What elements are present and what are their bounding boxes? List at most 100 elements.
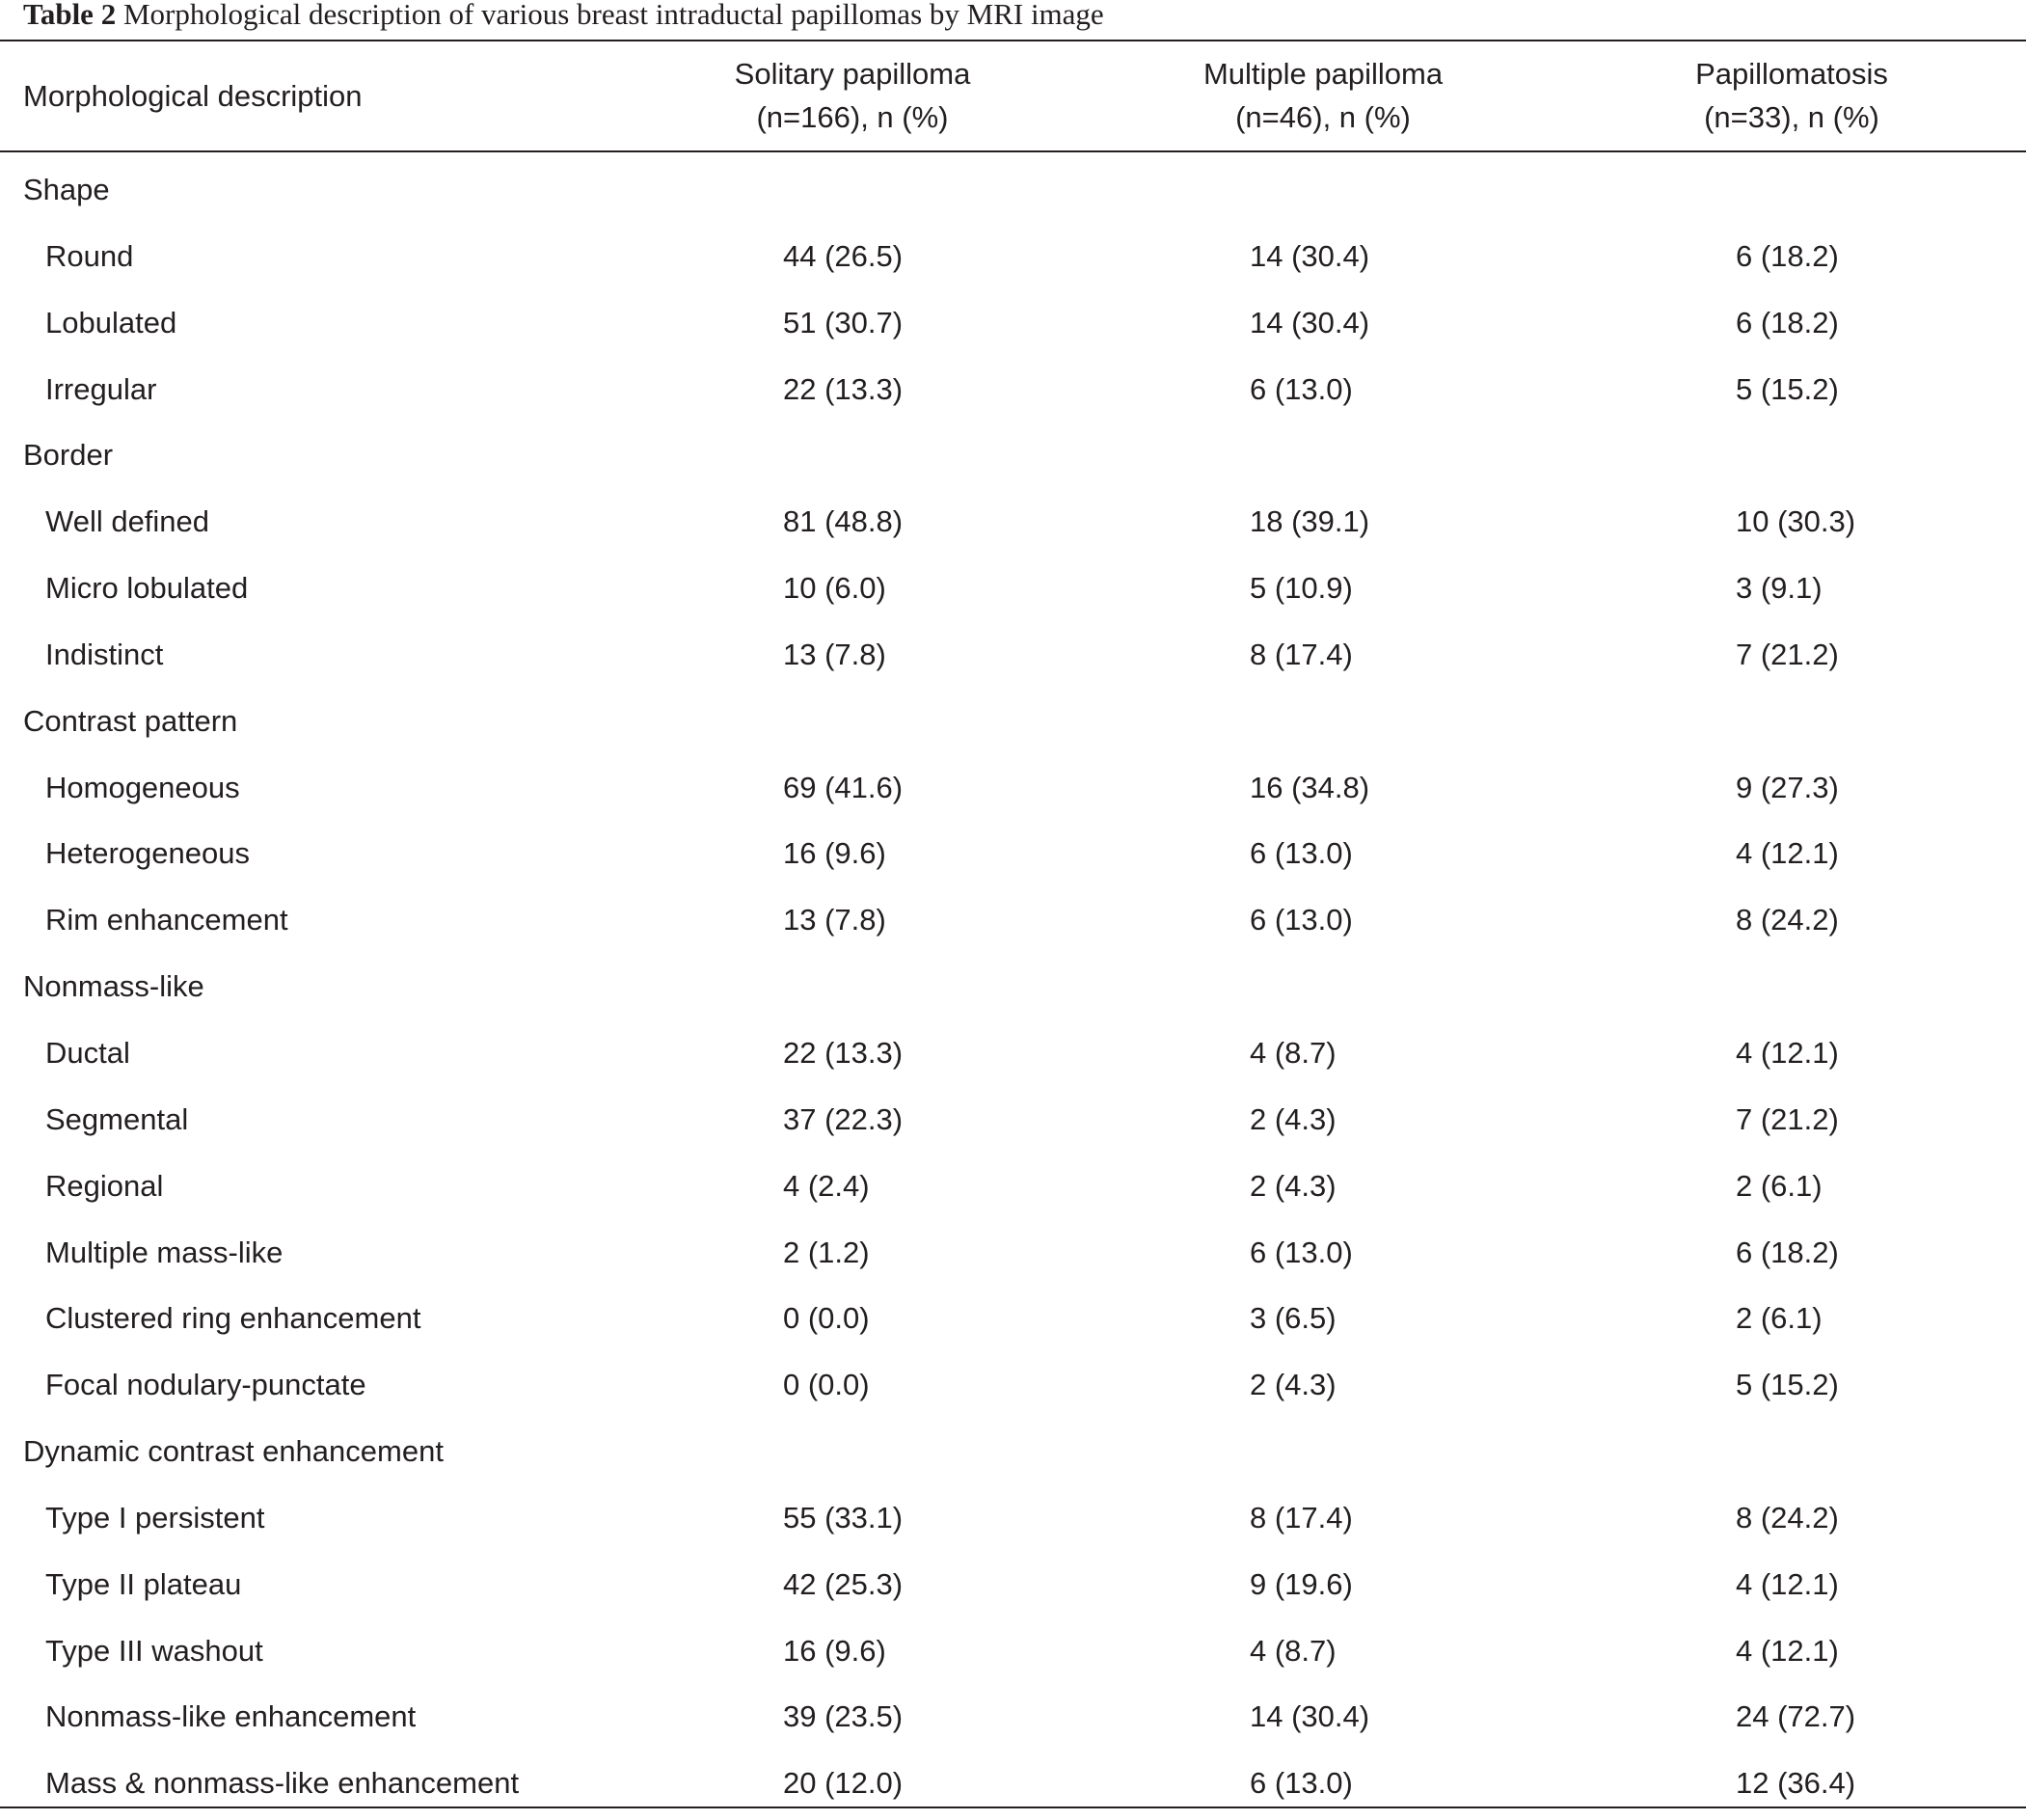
section-row: Border xyxy=(0,425,2026,492)
table-cell: 20 (12.0) xyxy=(783,1766,904,1801)
table-cell: 4 (2.4) xyxy=(783,1168,870,1203)
table-cell: 6 (13.0) xyxy=(1250,1766,1353,1801)
table-caption: Table 2 Morphological description of var… xyxy=(23,0,1104,33)
table-cell: 6 (18.2) xyxy=(1736,1235,1839,1269)
table-cell: 18 (39.1) xyxy=(1250,504,1370,539)
table-cell: 55 (33.1) xyxy=(783,1500,904,1535)
table-cell: 51 (30.7) xyxy=(783,305,904,340)
table-cell: 8 (17.4) xyxy=(1250,1500,1353,1535)
table-cell: 5 (15.2) xyxy=(1736,1368,1839,1402)
table-cell: 6 (13.0) xyxy=(1250,903,1353,937)
section-label: Nonmass-like xyxy=(23,969,204,1004)
table-row: Micro lobulated 10 (6.0) 5 (10.9) 3 (9.1) xyxy=(0,558,2026,625)
table-cell: 2 (4.3) xyxy=(1250,1368,1337,1402)
table-row: Irregular 22 (13.3) 6 (13.0) 5 (15.2) xyxy=(0,360,2026,426)
table-cell: 8 (17.4) xyxy=(1250,637,1353,671)
column-header-name: Papillomatosis xyxy=(1695,57,1888,91)
table-cell: 10 (30.3) xyxy=(1736,504,1856,539)
table-row: Homogeneous 69 (41.6) 16 (34.8) 9 (27.3) xyxy=(0,758,2026,825)
table-cell: 14 (30.4) xyxy=(1250,238,1370,273)
row-label: Round xyxy=(45,238,134,273)
row-label: Focal nodulary-punctate xyxy=(45,1368,366,1402)
table-cell: 6 (13.0) xyxy=(1250,371,1353,406)
table-row: Heterogeneous 16 (9.6) 6 (13.0) 4 (12.1) xyxy=(0,824,2026,890)
table-cell: 16 (34.8) xyxy=(1250,770,1370,804)
table-row: Type II plateau 42 (25.3) 9 (19.6) 4 (12.1) xyxy=(0,1555,2026,1621)
section-row: Dynamic contrast enhancement xyxy=(0,1422,2026,1488)
table-cell: 10 (6.0) xyxy=(783,571,886,606)
row-label: Lobulated xyxy=(45,305,177,340)
row-label: Segmental xyxy=(45,1101,189,1136)
table-cell: 4 (8.7) xyxy=(1250,1633,1337,1668)
table-cell: 6 (13.0) xyxy=(1250,836,1353,871)
table-row: Segmental 37 (22.3) 2 (4.3) 7 (21.2) xyxy=(0,1090,2026,1156)
column-header-name: Solitary papilloma xyxy=(734,57,971,91)
table-row: Focal nodulary-punctate 0 (0.0) 2 (4.3) 5 (… xyxy=(0,1355,2026,1422)
table-cell: 8 (24.2) xyxy=(1736,1500,1839,1535)
row-label: Clustered ring enhancement xyxy=(45,1301,421,1336)
table-cell: 6 (18.2) xyxy=(1736,305,1839,340)
row-label: Nonmass-like enhancement xyxy=(45,1699,417,1734)
table-number: Table 2 xyxy=(23,0,117,31)
table-cell: 4 (12.1) xyxy=(1736,1035,1839,1070)
table-title: Morphological description of various bre… xyxy=(122,0,1104,31)
row-label: Rim enhancement xyxy=(45,903,288,937)
section-row: Shape xyxy=(0,160,2026,227)
row-label: Micro lobulated xyxy=(45,571,249,606)
table-cell: 2 (1.2) xyxy=(783,1235,870,1269)
top-rule xyxy=(0,40,2026,41)
table-cell: 16 (9.6) xyxy=(783,1633,886,1668)
table-cell: 0 (0.0) xyxy=(783,1368,870,1402)
section-label: Shape xyxy=(23,173,110,206)
row-label: Well defined xyxy=(45,504,210,539)
table-cell: 4 (12.1) xyxy=(1736,1633,1839,1668)
table-cell: 44 (26.5) xyxy=(783,238,904,273)
row-label: Homogeneous xyxy=(45,770,240,804)
table-cell: 37 (22.3) xyxy=(783,1101,904,1136)
table-cell: 39 (23.5) xyxy=(783,1699,904,1734)
table-row: Indistinct 13 (7.8) 8 (17.4) 7 (21.2) xyxy=(0,625,2026,692)
table-cell: 2 (6.1) xyxy=(1736,1168,1823,1203)
column-header-name: Multiple papilloma xyxy=(1202,57,1444,91)
row-label: Ductal xyxy=(45,1035,130,1070)
table-cell: 7 (21.2) xyxy=(1736,637,1839,671)
row-label-header: Morphological description xyxy=(23,79,363,113)
table-row: Type I persistent 55 (33.1) 8 (17.4) 8 (24.… xyxy=(0,1488,2026,1555)
table-cell: 42 (25.3) xyxy=(783,1566,904,1601)
row-label: Mass & nonmass-like enhancement xyxy=(45,1766,520,1801)
table-row: Type III washout 16 (9.6) 4 (8.7) 4 (12.1) xyxy=(0,1621,2026,1688)
section-row: Contrast pattern xyxy=(0,692,2026,758)
table-cell: 6 (18.2) xyxy=(1736,238,1839,273)
table-cell: 5 (15.2) xyxy=(1736,371,1839,406)
table-cell: 13 (7.8) xyxy=(783,903,886,937)
table-row: Regional 4 (2.4) 2 (4.3) 2 (6.1) xyxy=(0,1156,2026,1223)
row-label: Heterogeneous xyxy=(45,836,250,871)
table-cell: 0 (0.0) xyxy=(783,1301,870,1336)
table-cell: 14 (30.4) xyxy=(1250,1699,1370,1734)
table-cell: 69 (41.6) xyxy=(783,770,904,804)
row-label: Irregular xyxy=(45,371,157,406)
table-cell: 22 (13.3) xyxy=(783,371,904,406)
section-label: Dynamic contrast enhancement xyxy=(23,1434,444,1469)
table-row: Round 44 (26.5) 14 (30.4) 6 (18.2) xyxy=(0,227,2026,293)
table-cell: 12 (36.4) xyxy=(1736,1766,1856,1801)
table-cell: 16 (9.6) xyxy=(783,836,886,871)
section-label: Contrast pattern xyxy=(23,703,238,738)
column-header-sub: (n=33), n (%) xyxy=(1704,100,1879,134)
table-cell: 4 (12.1) xyxy=(1736,1566,1839,1601)
header-rule xyxy=(0,150,2026,152)
table-cell: 9 (19.6) xyxy=(1250,1566,1353,1601)
table-row: Well defined 81 (48.8) 18 (39.1) 10 (30.3) xyxy=(0,492,2026,558)
row-label: Type II plateau xyxy=(45,1566,242,1601)
table-cell: 24 (72.7) xyxy=(1736,1699,1856,1734)
column-header-solitary: Solitary papilloma (n=166), n (%) xyxy=(631,52,1074,139)
table-cell: 7 (21.2) xyxy=(1736,1101,1839,1136)
table-cell: 3 (9.1) xyxy=(1736,571,1823,606)
table-cell: 13 (7.8) xyxy=(783,637,886,671)
table-cell: 3 (6.5) xyxy=(1250,1301,1337,1336)
table-row: Rim enhancement 13 (7.8) 6 (13.0) 8 (24.2) xyxy=(0,890,2026,957)
section-row: Nonmass-like xyxy=(0,957,2026,1023)
column-header-multiple: Multiple papilloma (n=46), n (%) xyxy=(1101,52,1545,139)
table-cell: 9 (27.3) xyxy=(1736,770,1839,804)
column-header-sub: (n=46), n (%) xyxy=(1235,100,1411,134)
